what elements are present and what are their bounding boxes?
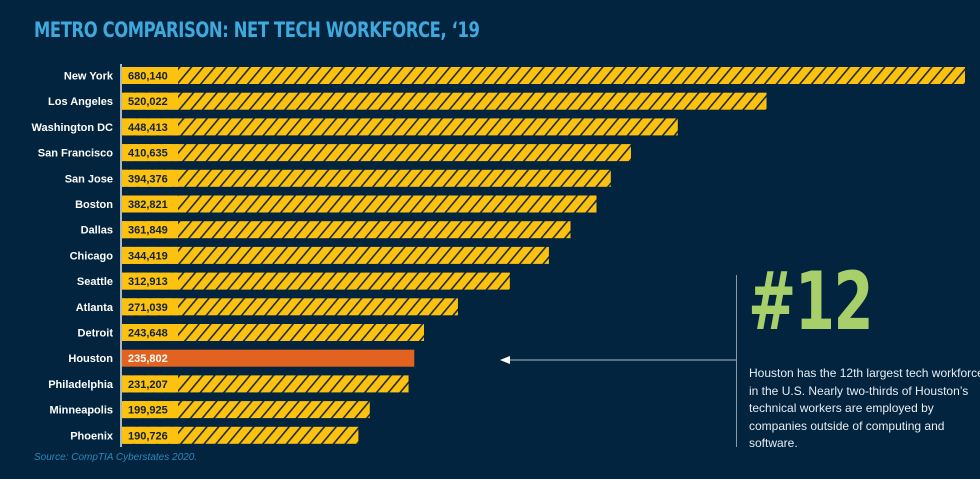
value-label: 199,925 xyxy=(128,405,168,417)
bar xyxy=(122,118,678,136)
value-label: 344,419 xyxy=(128,250,168,262)
category-label: San Jose xyxy=(65,173,113,185)
value-label-bg xyxy=(122,401,178,419)
value-label: 190,726 xyxy=(128,430,168,442)
category-label: Chicago xyxy=(70,250,114,262)
value-label: 231,207 xyxy=(128,379,168,391)
category-label: Minneapolis xyxy=(49,405,113,417)
source-note: Source: CompTIA Cyberstates 2020. xyxy=(34,452,198,463)
value-label-bg xyxy=(122,92,178,110)
bar xyxy=(122,144,631,162)
value-label: 448,413 xyxy=(128,122,168,134)
value-label: 312,913 xyxy=(128,276,168,288)
value-label-bg xyxy=(122,144,178,162)
value-label-bg xyxy=(122,118,178,136)
value-label-bg xyxy=(122,67,178,84)
value-label: 520,022 xyxy=(128,96,168,108)
bar xyxy=(122,375,409,393)
category-label: Atlanta xyxy=(76,302,114,314)
value-label-bg xyxy=(122,426,178,444)
bar xyxy=(122,401,370,419)
value-label-bg xyxy=(122,324,178,341)
category-label: Philadelphia xyxy=(48,379,114,391)
value-label: 394,376 xyxy=(128,173,168,185)
bar xyxy=(122,92,767,110)
bar-highlight xyxy=(122,349,415,367)
bar xyxy=(122,195,597,213)
bar xyxy=(122,426,359,444)
category-label: Washington DC xyxy=(32,122,114,134)
category-label: Boston xyxy=(75,199,113,211)
value-label: 382,821 xyxy=(128,199,168,211)
value-label-bg xyxy=(122,375,178,393)
value-label: 680,140 xyxy=(128,71,168,83)
value-label: 361,849 xyxy=(128,225,168,237)
value-label-bg xyxy=(122,298,178,316)
callout-divider xyxy=(736,275,737,447)
value-label-bg xyxy=(122,272,178,290)
category-label: Seattle xyxy=(77,276,113,288)
value-label-bg xyxy=(122,221,178,239)
category-label: Dallas xyxy=(81,225,113,237)
value-label: 410,635 xyxy=(128,148,168,160)
value-label-bg xyxy=(122,246,178,264)
chart-title: METRO COMPARISON: NET TECH WORKFORCE, ‘1… xyxy=(34,18,480,42)
bar xyxy=(122,324,424,341)
bar xyxy=(122,169,611,187)
category-label: Phoenix xyxy=(70,430,114,442)
value-label: 235,802 xyxy=(128,353,168,365)
bar xyxy=(122,272,510,290)
category-label: New York xyxy=(64,71,114,83)
rank-number: #12 xyxy=(748,255,874,348)
bar xyxy=(122,246,549,264)
value-label: 271,039 xyxy=(128,302,168,314)
value-label: 243,648 xyxy=(128,328,168,340)
category-label: Los Angeles xyxy=(48,96,113,108)
value-label-bg xyxy=(122,195,178,213)
bar xyxy=(122,221,571,239)
category-label: Detroit xyxy=(78,328,114,340)
callout-text: Houston has the 12th largest tech workfo… xyxy=(749,366,980,450)
bar xyxy=(122,67,965,84)
value-label-bg xyxy=(122,169,178,187)
category-label: Houston xyxy=(68,353,113,365)
category-label: San Francisco xyxy=(38,148,113,160)
bar xyxy=(122,298,458,316)
